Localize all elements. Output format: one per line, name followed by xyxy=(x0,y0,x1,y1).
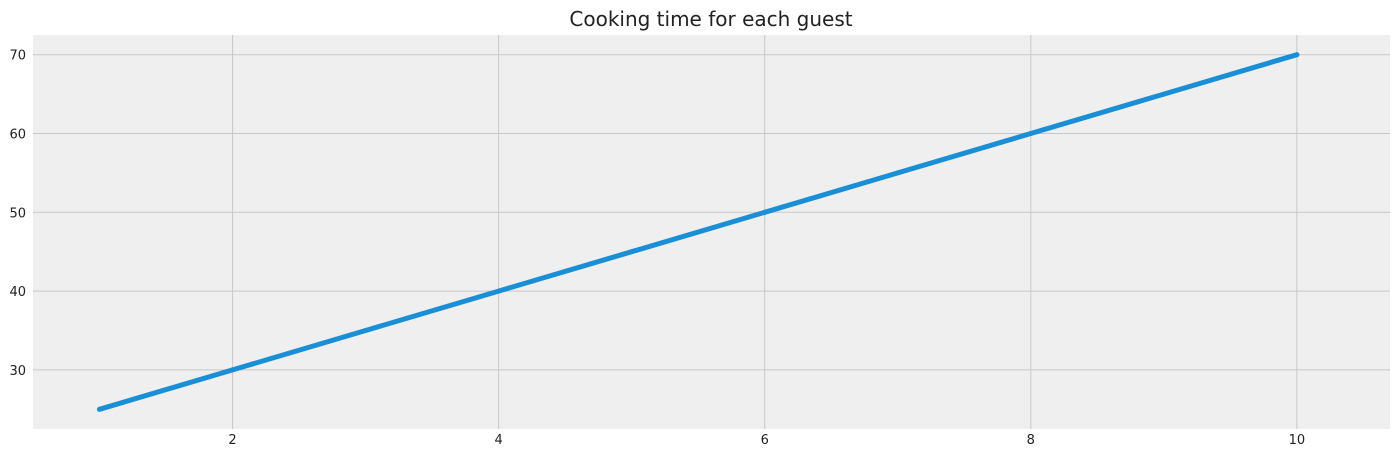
data-point xyxy=(629,249,635,255)
data-point xyxy=(496,288,502,294)
data-point xyxy=(1028,131,1034,136)
data-point xyxy=(1161,91,1167,97)
y-tick-label: 30 xyxy=(9,364,26,379)
data-point xyxy=(762,209,768,215)
series-layer xyxy=(97,52,1300,412)
x-tick-label: 4 xyxy=(494,433,502,448)
x-tick-label: 8 xyxy=(1027,433,1035,448)
x-tick-label: 2 xyxy=(228,433,236,448)
y-tick-label: 60 xyxy=(9,128,26,143)
y-tick-label: 40 xyxy=(9,285,26,300)
data-point xyxy=(895,170,901,176)
x-tick-label: 10 xyxy=(1289,433,1306,448)
y-tick-label: 50 xyxy=(9,206,26,221)
data-point xyxy=(230,367,236,373)
x-tick-label: 6 xyxy=(761,433,769,448)
tick-labels: 2 4 6 8 10 30 40 50 60 70 xyxy=(9,49,1305,448)
data-point xyxy=(1294,52,1300,58)
y-tick-label: 70 xyxy=(9,49,26,64)
data-point xyxy=(363,328,369,333)
chart-title: Cooking time for each guest xyxy=(569,7,852,31)
data-point xyxy=(97,406,103,412)
series-line xyxy=(97,52,1300,412)
grid-lines xyxy=(33,35,1390,429)
